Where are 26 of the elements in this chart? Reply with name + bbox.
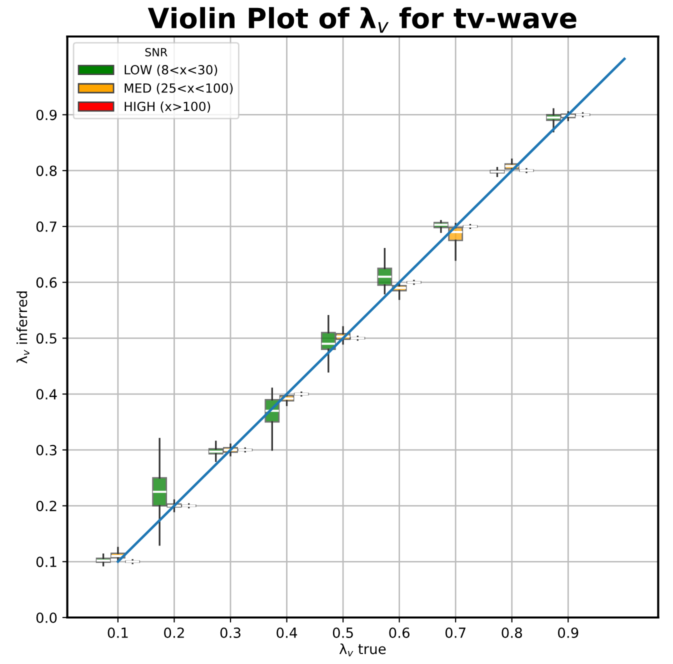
y-axis-title: λ$_{v}$ inferred — [16, 291, 30, 364]
y-tick-label: 0.1 — [36, 556, 56, 568]
x-tick-label: 0.6 — [389, 627, 410, 638]
y-tick-label: 0.6 — [36, 277, 57, 288]
legend-label: HIGH (x>100) — [124, 101, 210, 113]
x-tick-label: 0.8 — [502, 627, 522, 638]
y-tick-label: 0.2 — [36, 500, 56, 512]
y-tick-label: 0.9 — [36, 110, 57, 120]
x-axis-title: λ$_{v}$ true — [339, 643, 386, 656]
x-tick-label: 0.7 — [445, 627, 466, 638]
y-tick-label: 0.7 — [36, 221, 56, 232]
legend-label: MED (25<x<100) — [124, 83, 233, 94]
y-tick-label: 0.3 — [36, 444, 56, 456]
y-tick-label: 0.0 — [36, 612, 57, 623]
x-tick-label: 0.3 — [220, 627, 240, 638]
y-tick-label: 0.5 — [36, 333, 56, 344]
x-tick-label: 0.1 — [108, 627, 128, 638]
y-tick-label: 0.4 — [36, 389, 57, 400]
x-tick-label: 0.5 — [332, 627, 353, 638]
chart-title: Violin Plot of λ$_{v}$ for tv-wave — [148, 7, 576, 33]
x-tick-label: 0.4 — [276, 627, 298, 638]
x-tick-label: 0.9 — [558, 627, 578, 638]
y-tick-label: 0.8 — [36, 166, 57, 176]
legend-label: LOW (8<x<30) — [124, 64, 218, 76]
legend-title: SNR — [145, 48, 168, 56]
x-tick-label: 0.2 — [164, 627, 184, 638]
